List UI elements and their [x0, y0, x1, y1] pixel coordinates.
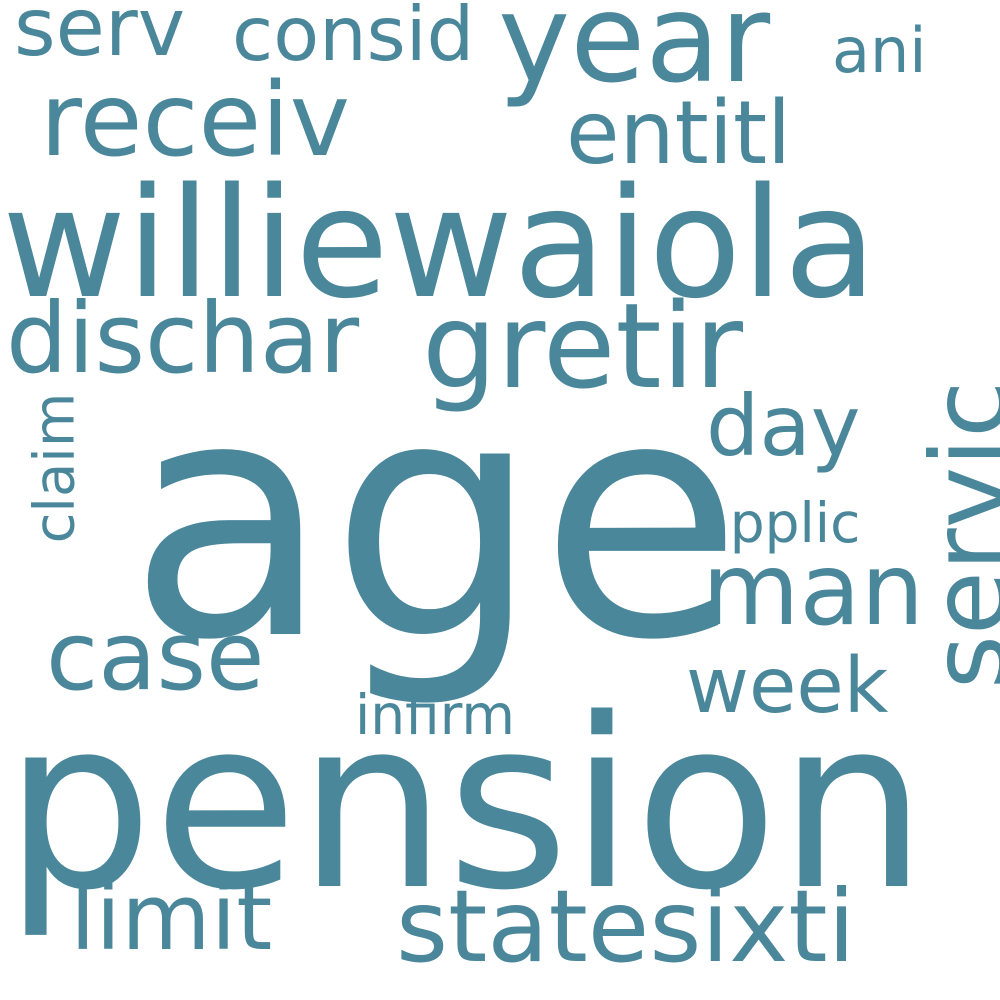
word-claim: claim [22, 392, 88, 544]
word-applic: applic [696, 491, 861, 555]
word-case: case [46, 602, 265, 712]
word-entitl: entitl [566, 82, 792, 184]
word-man: man [702, 531, 925, 648]
word-year: year [498, 0, 771, 110]
word-age: age [128, 328, 743, 712]
word-serv: serv [14, 0, 186, 74]
word-williewaiola: williewaiola [2, 155, 877, 332]
word-day: day [706, 377, 861, 475]
word-dischar: dischar [6, 282, 360, 395]
word-week: week [686, 642, 889, 731]
word-receiv: receiv [40, 61, 350, 180]
word-infirm: infirm [355, 683, 516, 747]
word-consid: consid [232, 0, 475, 78]
word-servic: servic [908, 380, 1000, 690]
word-gretir: gretir [422, 277, 743, 415]
word-ani: ani [832, 14, 927, 87]
word-limit: limit [70, 864, 273, 971]
word-statesixti: statesixti [396, 868, 856, 985]
word-pension: pension [4, 669, 928, 942]
